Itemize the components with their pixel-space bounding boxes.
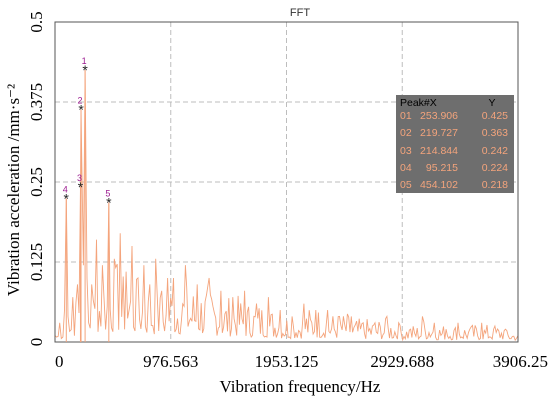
peak-label: 1 [82, 56, 87, 66]
peak-table-y: 0.425 [482, 110, 508, 122]
peak-table-y: 0.242 [482, 145, 508, 157]
x-tick-label: 2929.688 [370, 352, 434, 371]
peak-marker: * [82, 62, 88, 78]
peak-label: 3 [77, 173, 82, 183]
y-tick-label: 0.25 [27, 167, 46, 197]
x-tick-label: 0 [55, 352, 64, 371]
y-tick-label: 0 [27, 338, 46, 347]
peak-table-header-x: Peak#X [400, 97, 437, 109]
y-tick-label: 0.125 [27, 243, 46, 281]
peak-marker: * [78, 179, 84, 195]
x-tick-labels: 0 976.563 1953.125 2929.688 3906.25 [55, 352, 548, 371]
peak-table-header-y: Y [488, 97, 495, 109]
peak-label: 4 [63, 185, 68, 195]
peak-marker: * [106, 194, 112, 210]
x-tick-label: 3906.25 [493, 352, 548, 371]
peak-table-y: 0.218 [482, 179, 508, 191]
x-axis-label: Vibration frequency/Hz [220, 377, 381, 396]
spectrum-series [54, 69, 519, 342]
peak-table-index: 03 [400, 145, 412, 157]
peak-label: 2 [78, 96, 83, 106]
peak-table-background [396, 95, 514, 193]
peak-table-x: 214.844 [420, 145, 458, 157]
peak-table-x: 253.906 [420, 110, 458, 122]
peak-table-x: 454.102 [420, 179, 458, 191]
x-tick-label: 1953.125 [255, 352, 319, 371]
y-tick-label: 0.5 [27, 11, 46, 32]
peak-markers: *1*2*3*4*5 [63, 56, 112, 342]
peak-table-index: 04 [400, 162, 412, 174]
peak-marker: * [64, 191, 70, 207]
y-tick-label: 0.375 [27, 83, 46, 121]
chart-title: FFT [290, 7, 310, 19]
peak-table-x: 95.215 [426, 162, 458, 174]
peak-label: 5 [105, 188, 110, 198]
plot-frame [54, 21, 519, 343]
x-tick-label: 976.563 [143, 352, 198, 371]
peak-table-index: 05 [400, 179, 412, 191]
spectrum-line [54, 69, 519, 342]
y-tick-labels: 0 0.125 0.25 0.375 0.5 [27, 11, 46, 346]
peak-table-y: 0.224 [482, 162, 508, 174]
peak-table-y: 0.363 [482, 127, 508, 139]
peak-table-index: 01 [400, 110, 412, 122]
peak-marker: * [78, 102, 84, 118]
peak-table-x: 219.727 [420, 127, 458, 139]
peak-table: Peak#X Y 01 253.906 0.425 02 219.727 0.363 03 214… [396, 95, 514, 193]
axes [54, 21, 519, 343]
peak-table-index: 02 [400, 127, 412, 139]
y-axis-label: Vibration acceleration /mm·s⁻² [4, 84, 23, 296]
